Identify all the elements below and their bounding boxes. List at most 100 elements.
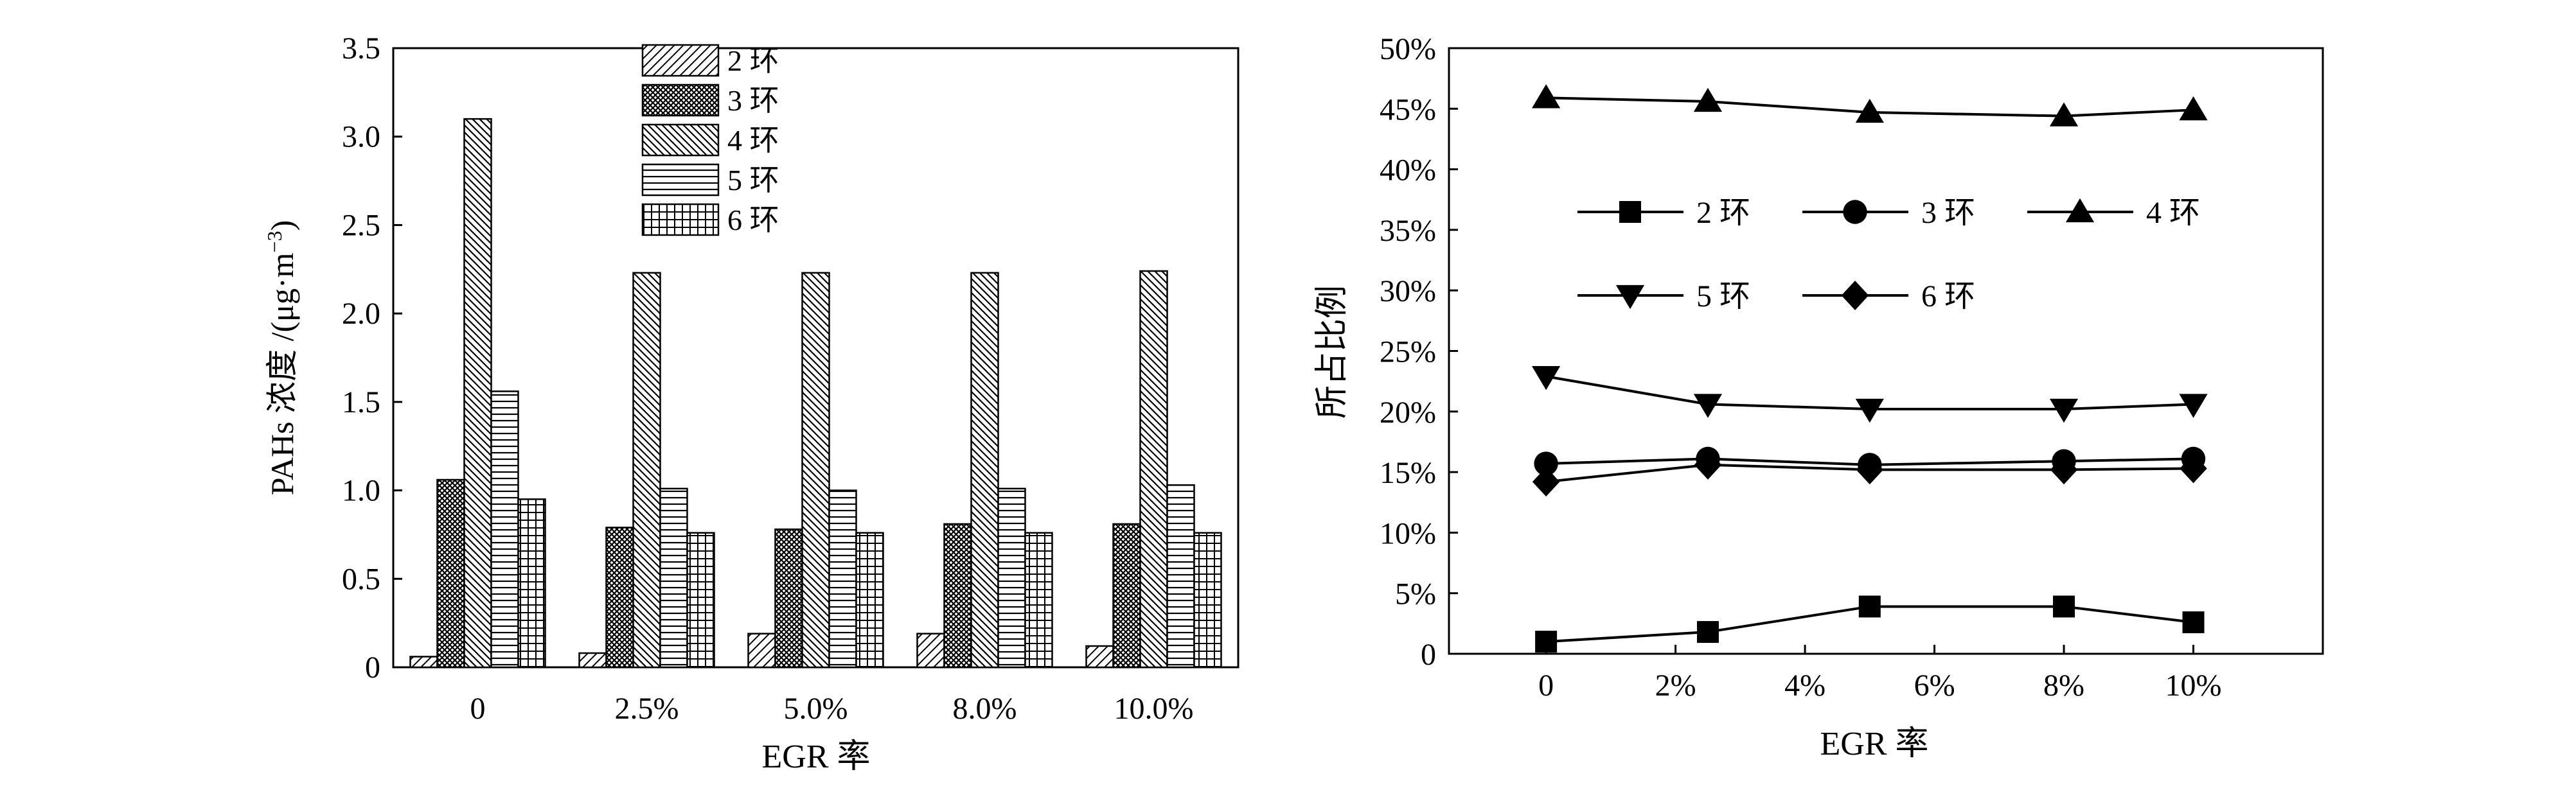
bar-8-0-series-4	[997, 487, 1026, 669]
bar-legend-label-1: 2 环	[727, 44, 779, 77]
line-point-series-4-2	[1855, 398, 1884, 423]
bar-legend-label-2: 3 环	[727, 84, 779, 117]
bar-2-5-series-4	[659, 487, 688, 669]
bar-y-tick-label-5: 2.5	[342, 208, 380, 242]
line-point-series-3-3	[2049, 102, 2079, 127]
bar-legend-swatch-4	[641, 163, 720, 197]
bar-chart-bars	[409, 118, 1222, 669]
line-point-series-1-0	[1535, 631, 1558, 653]
line-point-series-4-0	[1532, 365, 1561, 390]
line-chart-x-axis-label: EGR 率	[1820, 726, 1928, 762]
bar-5-0-series-1	[747, 633, 776, 669]
line-point-series-3-4	[2179, 96, 2208, 121]
line-point-series-1-3	[2053, 595, 2075, 618]
line-y-tick-label-3: 15%	[1380, 456, 1436, 490]
bar-y-tick-label-4: 2.0	[342, 297, 380, 331]
line-legend-marker-5	[1841, 281, 1869, 310]
line-chart-series	[1532, 84, 2208, 653]
line-point-series-5-2	[1856, 455, 1884, 485]
bar-10-0-series-3	[1139, 270, 1168, 669]
line-chart-legend: 2 环 3 环 4 环 5 环 6 环	[1577, 196, 2200, 313]
bar-legend-swatch-2	[641, 83, 720, 117]
bar-chart-y-ticks: 0 0.5 1.0 1.5 2.0 2.5 3.0 3.5	[342, 31, 402, 685]
bar-chart-y-axis-label-close: )	[264, 220, 300, 231]
line-chart-plot-frame	[1448, 47, 2324, 655]
line-x-tick-label-0: 0	[1538, 669, 1554, 703]
bar-0-series-4	[490, 390, 519, 669]
line-x-tick-label-1: 2%	[1655, 669, 1696, 703]
line-y-tick-label-6: 30%	[1380, 274, 1436, 308]
line-y-tick-label-8: 40%	[1380, 153, 1436, 188]
bar-0-series-3	[463, 118, 492, 669]
bar-y-tick-label-1: 0.5	[342, 562, 380, 596]
bar-2-5-series-5	[686, 532, 715, 669]
line-legend-marker-4	[1615, 285, 1645, 310]
bar-8-0-series-1	[916, 633, 945, 669]
bar-chart: 0 0.5 1.0 1.5 2.0 2.5 3.0 3.5 0 2.5% 5.0% 8.0% 10.0…	[263, 31, 1239, 775]
line-point-series-1-1	[1696, 621, 1719, 644]
bar-legend-label-4: 5 环	[727, 164, 779, 197]
bar-legend-label-5: 6 环	[727, 204, 779, 236]
line-y-tick-label-2: 10%	[1380, 516, 1436, 550]
bar-10-0-series-4	[1166, 484, 1195, 669]
line-chart: 0 5% 10% 15% 20% 25% 30% 35% 40% 45% 50% 0 2% 4% 6% 8%…	[1314, 32, 2324, 762]
bar-y-tick-label-6: 3.0	[342, 120, 380, 154]
line-legend-label-3: 4 环	[2146, 196, 2200, 230]
bar-chart-y-axis-label-sup: −3	[263, 231, 286, 252]
bar-legend-label-3: 4 环	[727, 124, 779, 157]
line-point-series-3-1	[1693, 87, 1723, 112]
bar-x-tick-label-1: 2.5%	[615, 692, 679, 726]
line-legend-marker-1	[1619, 201, 1641, 223]
line-point-series-5-3	[2050, 455, 2078, 485]
line-legend-label-1: 2 环	[1696, 196, 1750, 230]
line-point-series-1-4	[2182, 611, 2205, 633]
line-legend-label-5: 6 环	[1921, 279, 1975, 313]
bar-chart-legend: 2 环 3 环 4 环 5 环 6 环	[641, 44, 779, 236]
line-point-series-4-3	[2049, 398, 2079, 423]
bar-x-tick-label-3: 8.0%	[953, 692, 1017, 726]
bar-chart-x-axis-label: EGR 率	[761, 739, 870, 775]
line-chart-y-axis-label: 所占比例	[1314, 285, 1351, 419]
bar-5-0-series-2	[774, 528, 803, 669]
bar-y-tick-label-2: 1.0	[342, 474, 380, 508]
line-y-tick-label-1: 5%	[1395, 577, 1436, 611]
line-point-series-5-4	[2180, 453, 2207, 484]
line-x-tick-label-2: 4%	[1784, 669, 1825, 703]
line-y-tick-label-0: 0	[1421, 638, 1436, 672]
line-x-tick-label-5: 10%	[2165, 669, 2222, 703]
bar-chart-x-ticks: 0 2.5% 5.0% 8.0% 10.0%	[470, 692, 1194, 726]
bar-0-series-1	[409, 656, 438, 669]
bar-2-5-series-1	[578, 652, 607, 669]
line-legend-label-2: 3 环	[1921, 196, 1975, 230]
line-x-tick-label-3: 6%	[1914, 669, 1955, 703]
line-legend-label-4: 5 环	[1696, 279, 1750, 313]
bar-x-tick-label-4: 10.0%	[1114, 692, 1194, 726]
bar-10-0-series-1	[1085, 645, 1114, 669]
line-legend-marker-2	[1843, 200, 1867, 224]
bar-10-0-series-2	[1112, 523, 1141, 669]
bar-8-0-series-5	[1024, 532, 1053, 669]
line-point-series-3-2	[1855, 98, 1884, 123]
line-point-series-5-0	[1532, 467, 1560, 497]
line-x-tick-label-4: 8%	[2043, 669, 2084, 703]
bar-x-tick-label-0: 0	[470, 692, 486, 726]
line-legend-marker-3	[2065, 198, 2095, 223]
line-y-tick-label-10: 50%	[1380, 32, 1436, 66]
line-point-series-3-0	[1532, 84, 1561, 109]
bar-2-5-series-2	[605, 527, 634, 669]
line-y-tick-label-7: 35%	[1380, 214, 1436, 248]
bar-0-series-2	[436, 478, 465, 669]
bar-8-0-series-3	[970, 272, 999, 669]
bar-8-0-series-2	[943, 523, 972, 669]
line-y-tick-label-9: 45%	[1380, 92, 1436, 127]
line-point-series-2-0	[1534, 451, 1558, 476]
line-y-tick-label-4: 20%	[1380, 396, 1436, 430]
bar-0-series-5	[517, 498, 546, 669]
line-point-series-4-4	[2179, 394, 2208, 418]
line-chart-y-ticks: 0 5% 10% 15% 20% 25% 30% 35% 40% 45% 50%	[1380, 32, 1458, 672]
bar-5-0-series-3	[801, 272, 830, 669]
bar-y-tick-label-3: 1.5	[342, 385, 380, 419]
bar-legend-swatch-5	[641, 203, 720, 236]
line-point-series-4-1	[1693, 394, 1723, 418]
